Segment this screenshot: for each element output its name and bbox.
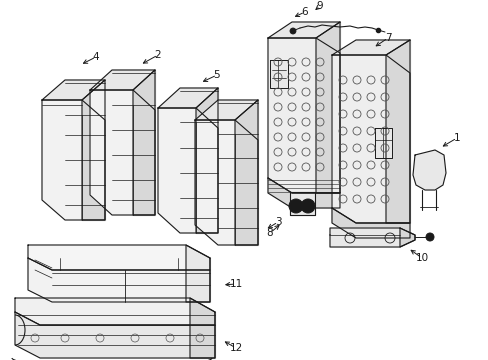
- Text: 10: 10: [415, 253, 427, 263]
- Polygon shape: [42, 80, 105, 100]
- Text: 2: 2: [154, 50, 161, 60]
- Polygon shape: [90, 90, 155, 215]
- Polygon shape: [331, 208, 409, 238]
- Text: 7: 7: [384, 33, 390, 43]
- Polygon shape: [82, 80, 105, 220]
- Text: 6: 6: [301, 7, 307, 17]
- Text: 9: 9: [316, 1, 323, 11]
- Polygon shape: [412, 150, 445, 190]
- Circle shape: [289, 28, 295, 34]
- Polygon shape: [196, 88, 218, 233]
- Text: 3: 3: [274, 217, 281, 227]
- Polygon shape: [374, 128, 391, 158]
- Polygon shape: [385, 40, 409, 223]
- Polygon shape: [133, 70, 155, 215]
- Polygon shape: [195, 100, 258, 120]
- Text: 12: 12: [229, 343, 242, 353]
- Circle shape: [425, 233, 433, 241]
- Polygon shape: [331, 55, 409, 223]
- Circle shape: [301, 199, 314, 213]
- Polygon shape: [15, 312, 215, 358]
- Polygon shape: [28, 245, 209, 270]
- Text: 11: 11: [229, 279, 242, 289]
- Polygon shape: [42, 100, 105, 220]
- Polygon shape: [185, 245, 209, 302]
- Polygon shape: [315, 22, 339, 193]
- Polygon shape: [331, 40, 409, 55]
- Text: 5: 5: [213, 70, 220, 80]
- Polygon shape: [158, 108, 218, 233]
- Polygon shape: [90, 70, 155, 90]
- Text: 8: 8: [266, 228, 273, 238]
- Polygon shape: [235, 100, 258, 245]
- Polygon shape: [195, 120, 258, 245]
- Polygon shape: [267, 22, 339, 38]
- Polygon shape: [267, 38, 339, 193]
- Circle shape: [288, 199, 303, 213]
- Text: 4: 4: [93, 52, 99, 62]
- Polygon shape: [158, 88, 218, 108]
- Polygon shape: [399, 228, 414, 247]
- Polygon shape: [190, 298, 215, 358]
- Polygon shape: [267, 178, 339, 208]
- Polygon shape: [269, 60, 287, 88]
- Polygon shape: [28, 258, 209, 302]
- Polygon shape: [289, 192, 314, 215]
- Polygon shape: [15, 298, 215, 325]
- Polygon shape: [329, 228, 414, 247]
- Text: 1: 1: [453, 133, 459, 143]
